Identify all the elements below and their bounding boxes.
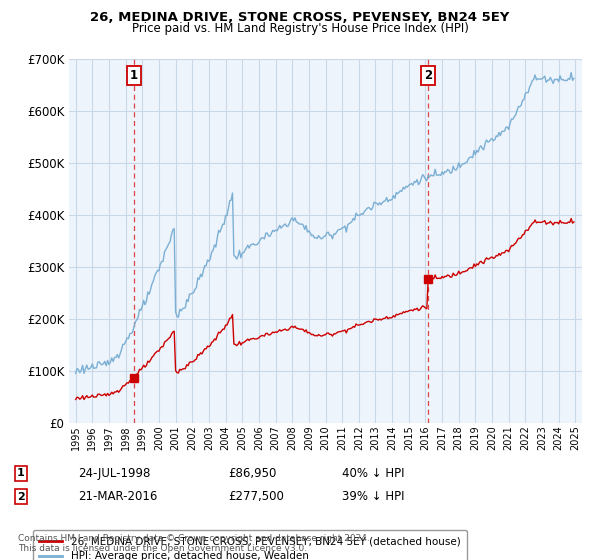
Text: 24-JUL-1998: 24-JUL-1998 — [78, 466, 151, 480]
Text: Contains HM Land Registry data © Crown copyright and database right 2024.
This d: Contains HM Land Registry data © Crown c… — [18, 534, 370, 553]
Text: 1: 1 — [130, 69, 138, 82]
Legend: 26, MEDINA DRIVE, STONE CROSS, PEVENSEY, BN24 5EY (detached house), HPI: Average: 26, MEDINA DRIVE, STONE CROSS, PEVENSEY,… — [33, 530, 467, 560]
Text: 2: 2 — [424, 69, 432, 82]
Text: 39% ↓ HPI: 39% ↓ HPI — [342, 490, 404, 503]
Text: 26, MEDINA DRIVE, STONE CROSS, PEVENSEY, BN24 5EY: 26, MEDINA DRIVE, STONE CROSS, PEVENSEY,… — [91, 11, 509, 24]
Text: 40% ↓ HPI: 40% ↓ HPI — [342, 466, 404, 480]
Text: 1: 1 — [17, 468, 25, 478]
Text: 2: 2 — [17, 492, 25, 502]
Text: 21-MAR-2016: 21-MAR-2016 — [78, 490, 157, 503]
Text: Price paid vs. HM Land Registry's House Price Index (HPI): Price paid vs. HM Land Registry's House … — [131, 22, 469, 35]
Text: £86,950: £86,950 — [228, 466, 277, 480]
Text: £277,500: £277,500 — [228, 490, 284, 503]
